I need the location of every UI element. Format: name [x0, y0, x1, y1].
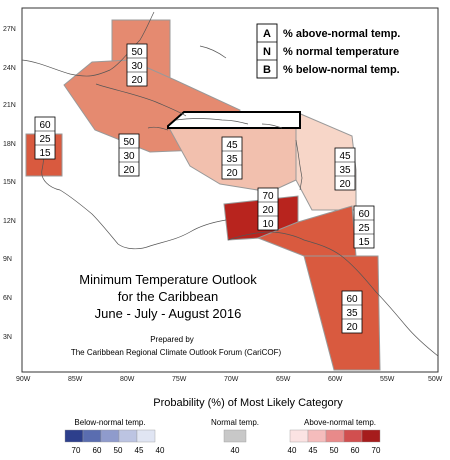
title-line-3: June - July - August 2016 [95, 306, 242, 321]
lon-label: 70W [224, 376, 239, 383]
title-line-2: for the Caribbean [118, 289, 218, 304]
prob-box-trinidad[interactable]: 60 25 15 [353, 205, 375, 249]
lon-label: 75W [172, 376, 187, 383]
lat-label: 12N [3, 218, 16, 225]
legend-above-swatches [289, 429, 381, 443]
hispaniola-outline [167, 111, 301, 129]
lat-label: 27N [3, 26, 16, 33]
legend-title: Probability (%) of Most Likely Category [153, 397, 343, 409]
legend-tick: 40 [288, 446, 297, 455]
lat-label: 18N [3, 141, 16, 148]
normal-value: 25 [358, 223, 370, 234]
below-value: 10 [262, 219, 274, 230]
lon-label: 90W [16, 376, 31, 383]
prob-box-hispaniola-south[interactable]: 45 35 20 [221, 136, 243, 180]
title-line-1: Minimum Temperature Outlook [79, 272, 257, 287]
above-value: 45 [339, 151, 351, 162]
normal-value: 35 [226, 154, 238, 165]
coastlines [21, 11, 439, 357]
legend-tick: 40 [156, 446, 165, 455]
legend-tick: 70 [372, 446, 381, 455]
latitude-labels: 27N 24N 21N 18N 15N 12N 9N 6N 3N [3, 26, 16, 341]
lat-label: 15N [3, 179, 16, 186]
lon-label: 55W [380, 376, 395, 383]
prob-box-lesser-antilles[interactable]: 45 35 20 [334, 147, 356, 191]
below-value: 15 [39, 148, 51, 159]
legend-tick: 45 [309, 446, 318, 455]
key-letter-above: A [263, 28, 271, 40]
below-value: 20 [346, 322, 358, 333]
key-letter-below: B [263, 64, 271, 76]
above-value: 50 [123, 137, 135, 148]
longitude-labels: 90W 85W 80W 75W 70W 65W 60W 55W 50W [16, 376, 443, 383]
lon-label: 80W [120, 376, 135, 383]
prepared-by: Prepared by [150, 335, 194, 344]
category-key: A N B % above-normal temp. % normal temp… [256, 23, 400, 79]
map-title-block: Minimum Temperature Outlook for the Cari… [71, 272, 282, 357]
lat-label: 24N [3, 65, 16, 72]
legend-tick: 40 [231, 446, 240, 455]
above-value: 50 [131, 47, 143, 58]
key-text-above: % above-normal temp. [283, 28, 400, 40]
prob-box-belize[interactable]: 60 25 15 [34, 116, 56, 160]
legend-above-label: Above-normal temp. [304, 418, 376, 427]
legend-tick: 50 [114, 446, 123, 455]
prob-box-guianas[interactable]: 60 35 20 [341, 290, 363, 334]
above-value: 70 [262, 191, 274, 202]
normal-value: 35 [339, 165, 351, 176]
probability-boxes: 50 30 20 60 25 15 50 30 20 45 35 [34, 43, 375, 334]
legend-tick: 70 [72, 446, 81, 455]
above-value: 60 [346, 294, 358, 305]
lon-label: 50W [428, 376, 443, 383]
above-value: 60 [39, 120, 51, 131]
normal-value: 30 [123, 151, 135, 162]
prob-box-south-caribbean[interactable]: 70 20 10 [257, 187, 279, 231]
above-value: 45 [226, 140, 238, 151]
below-value: 20 [339, 179, 351, 190]
below-value: 20 [226, 168, 238, 179]
lat-label: 6N [3, 295, 12, 302]
prob-box-gulf-north[interactable]: 50 30 20 [126, 43, 148, 87]
normal-value: 20 [262, 205, 274, 216]
legend: Probability (%) of Most Likely Category … [64, 397, 381, 455]
legend-below-swatches [64, 429, 156, 443]
lon-label: 65W [276, 376, 291, 383]
lat-label: 3N [3, 334, 12, 341]
legend-tick: 45 [135, 446, 144, 455]
legend-normal-label: Normal temp. [211, 418, 259, 427]
lon-label: 85W [68, 376, 83, 383]
below-value: 15 [358, 237, 370, 248]
legend-normal-swatch [223, 429, 247, 443]
normal-value: 30 [131, 61, 143, 72]
normal-value: 25 [39, 134, 51, 145]
lat-label: 9N [3, 256, 12, 263]
forum-name: The Caribbean Regional Climate Outlook F… [71, 348, 282, 357]
forecast-regions [25, 19, 381, 371]
below-value: 20 [123, 165, 135, 176]
below-value: 20 [131, 75, 143, 86]
legend-tick: 50 [330, 446, 339, 455]
legend-tick: 60 [351, 446, 360, 455]
key-text-below: % below-normal temp. [283, 64, 400, 76]
above-value: 60 [358, 209, 370, 220]
key-letter-normal: N [263, 46, 271, 58]
key-text-normal: % normal temperature [283, 46, 399, 58]
lon-label: 60W [328, 376, 343, 383]
legend-tick: 60 [93, 446, 102, 455]
prob-box-cuba-jamaica[interactable]: 50 30 20 [118, 133, 140, 177]
normal-value: 35 [346, 308, 358, 319]
lat-label: 21N [3, 102, 16, 109]
legend-below-label: Below-normal temp. [74, 418, 145, 427]
